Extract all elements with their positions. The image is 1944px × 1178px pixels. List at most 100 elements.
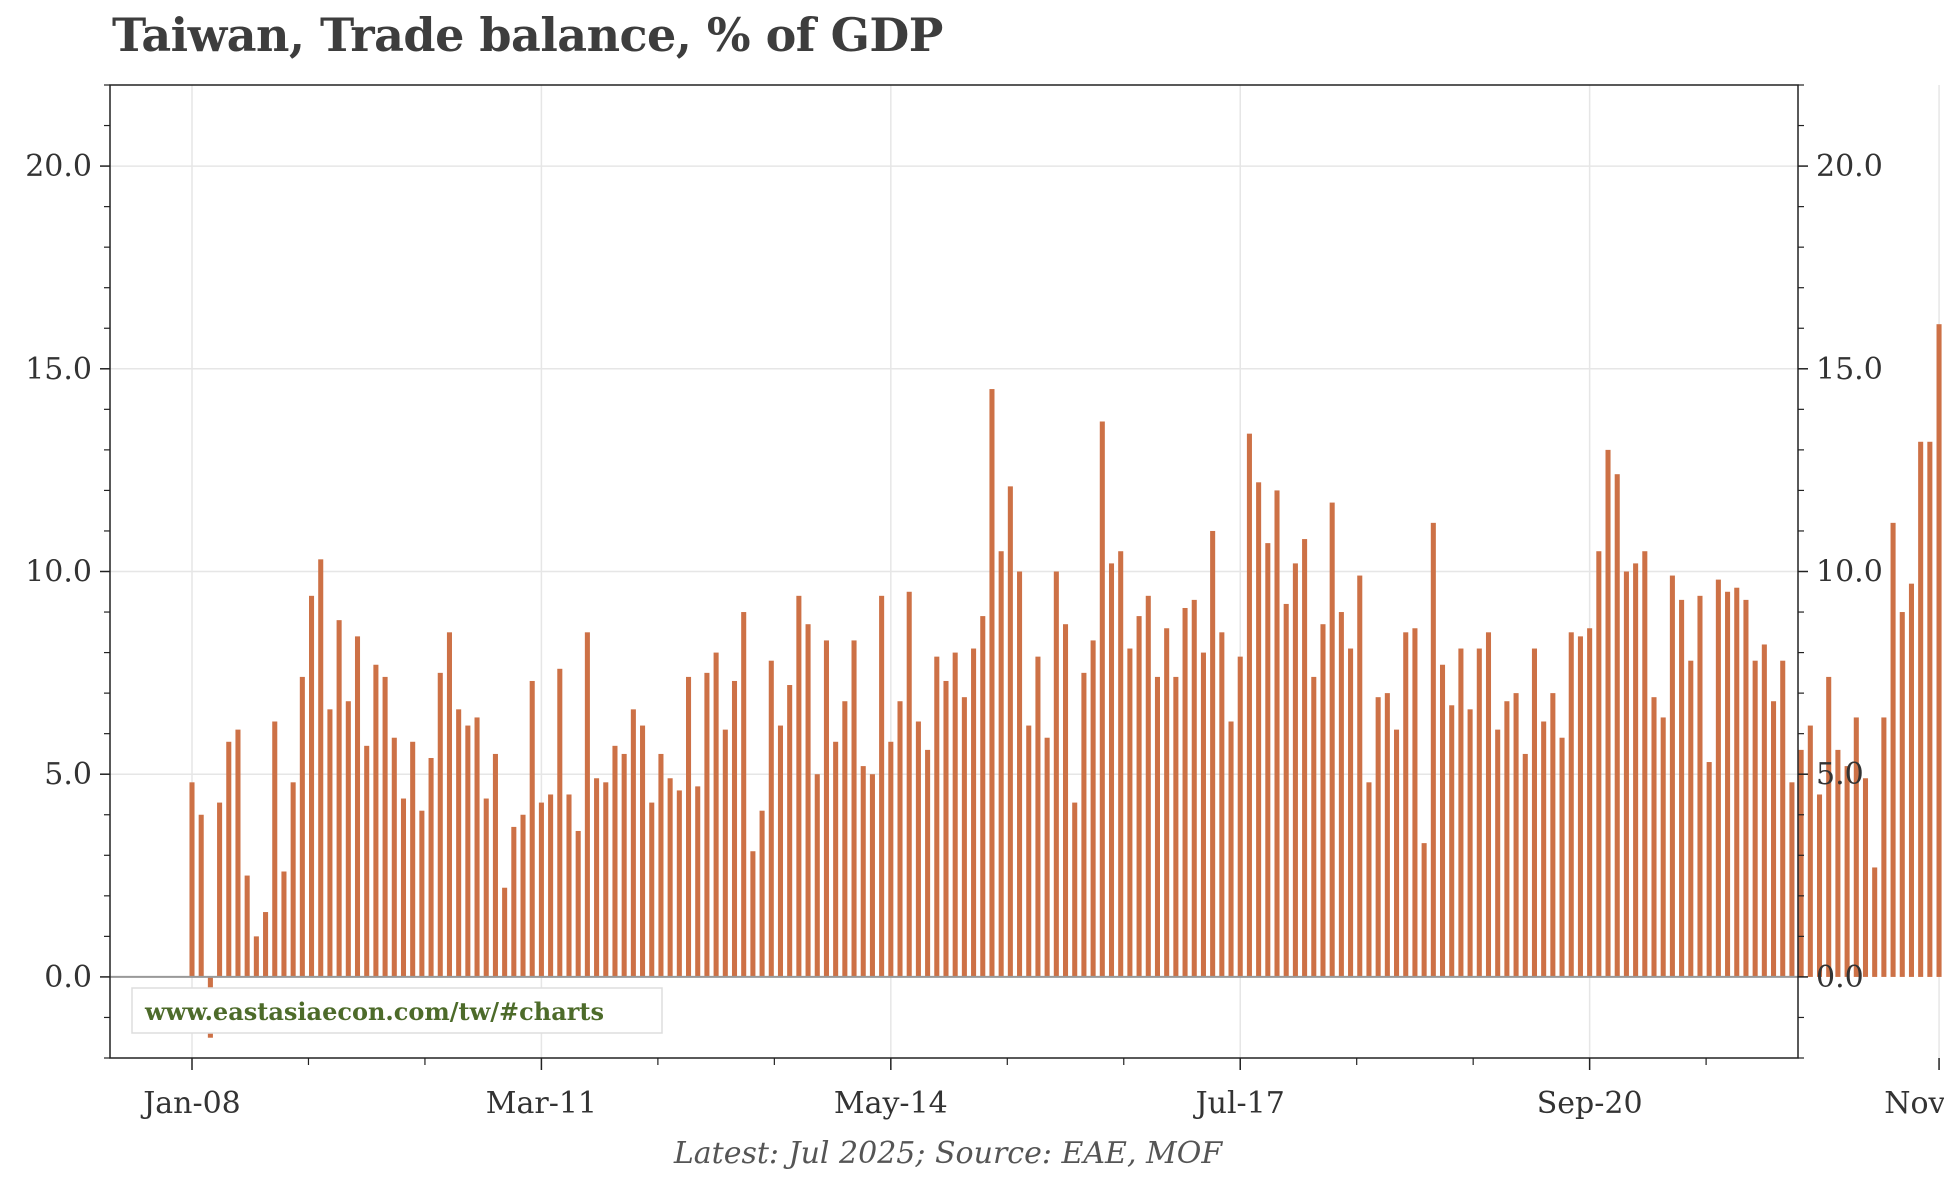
bar <box>731 680 738 977</box>
bar <box>1761 644 1767 977</box>
bar <box>1596 551 1602 977</box>
bar <box>971 648 977 977</box>
bar <box>354 636 361 977</box>
bar <box>879 595 885 977</box>
bar <box>869 774 875 977</box>
bar <box>1292 563 1298 977</box>
bar <box>833 741 839 977</box>
bar <box>410 741 416 977</box>
bar <box>722 729 728 977</box>
bar <box>1182 607 1188 977</box>
bar <box>1853 717 1859 977</box>
bar <box>649 802 655 977</box>
bar <box>1283 603 1289 977</box>
bar <box>1835 749 1841 977</box>
x-tick-label: Jul-17 <box>1193 1086 1285 1121</box>
bar <box>897 701 903 977</box>
bar <box>1522 753 1528 977</box>
bar <box>1256 482 1262 977</box>
bar <box>1651 697 1657 977</box>
bar <box>952 652 958 977</box>
bar <box>373 664 379 977</box>
bar <box>1513 693 1519 977</box>
bar <box>1127 648 1133 977</box>
bar <box>603 782 609 977</box>
bar <box>768 660 774 977</box>
bar <box>796 595 802 977</box>
chart-title: Taiwan, Trade balance, % of GDP <box>112 8 943 62</box>
bar <box>548 794 554 977</box>
bar <box>520 814 526 977</box>
bar <box>437 672 443 977</box>
bar <box>1752 660 1758 977</box>
bar <box>1559 737 1565 977</box>
bar <box>1246 433 1252 977</box>
bar <box>630 709 636 977</box>
bar <box>364 745 370 977</box>
bar <box>695 786 701 977</box>
bar <box>189 782 195 977</box>
bar <box>1394 729 1400 977</box>
bar <box>961 697 967 977</box>
bar <box>998 551 1004 977</box>
bar <box>1780 660 1786 977</box>
bar <box>299 676 305 977</box>
bar <box>1007 486 1013 977</box>
bar <box>336 620 342 977</box>
bar <box>1108 563 1115 977</box>
bar <box>584 632 590 977</box>
bar <box>1090 640 1096 977</box>
footer-source: Latest: Jul 2025; Source: EAE, MOF <box>673 1136 1224 1171</box>
bar <box>1053 571 1059 977</box>
y-tick-label-left: 10.0 <box>25 555 92 590</box>
bar <box>686 676 692 977</box>
bar <box>1697 595 1703 977</box>
bar <box>888 741 894 977</box>
bar <box>1890 522 1896 977</box>
bar <box>400 798 407 977</box>
bar <box>1789 782 1795 977</box>
bar <box>1099 421 1105 977</box>
bar <box>1679 599 1685 977</box>
bar <box>529 680 535 977</box>
bar <box>566 794 572 977</box>
bar <box>1357 575 1363 977</box>
bar <box>915 721 921 977</box>
bar <box>1798 749 1804 977</box>
x-tick-label: Nov-23 <box>1884 1086 1944 1121</box>
bar <box>492 753 498 977</box>
bars <box>189 324 1942 1038</box>
bar <box>1467 709 1473 977</box>
bar <box>1164 628 1170 977</box>
bar <box>1706 762 1712 977</box>
bar <box>1807 725 1813 977</box>
bar <box>851 640 857 977</box>
bar <box>1026 725 1032 977</box>
bar <box>934 656 940 977</box>
bar <box>1531 648 1537 977</box>
bar <box>1669 575 1675 977</box>
bar <box>198 814 204 977</box>
bar <box>465 725 471 977</box>
bar <box>1908 583 1914 977</box>
bar <box>1899 612 1905 977</box>
bar <box>704 672 710 977</box>
bar <box>906 591 912 977</box>
bar <box>327 709 333 977</box>
x-axis: Jan-08 Mar-11 May-14 Jul-17 Sep-20 Nov-23 <box>140 1058 1944 1121</box>
bar <box>419 810 425 977</box>
bar <box>667 778 673 977</box>
bar <box>1384 693 1390 977</box>
bar <box>1826 676 1832 977</box>
bar <box>1210 530 1216 977</box>
bar <box>1862 778 1869 977</box>
bar <box>290 782 296 977</box>
bar <box>842 701 848 977</box>
bar <box>502 887 508 977</box>
bar <box>1715 579 1721 977</box>
bar <box>1375 697 1381 977</box>
bar <box>345 701 351 977</box>
bar <box>658 753 664 977</box>
bar <box>943 680 949 977</box>
bar <box>814 774 820 977</box>
